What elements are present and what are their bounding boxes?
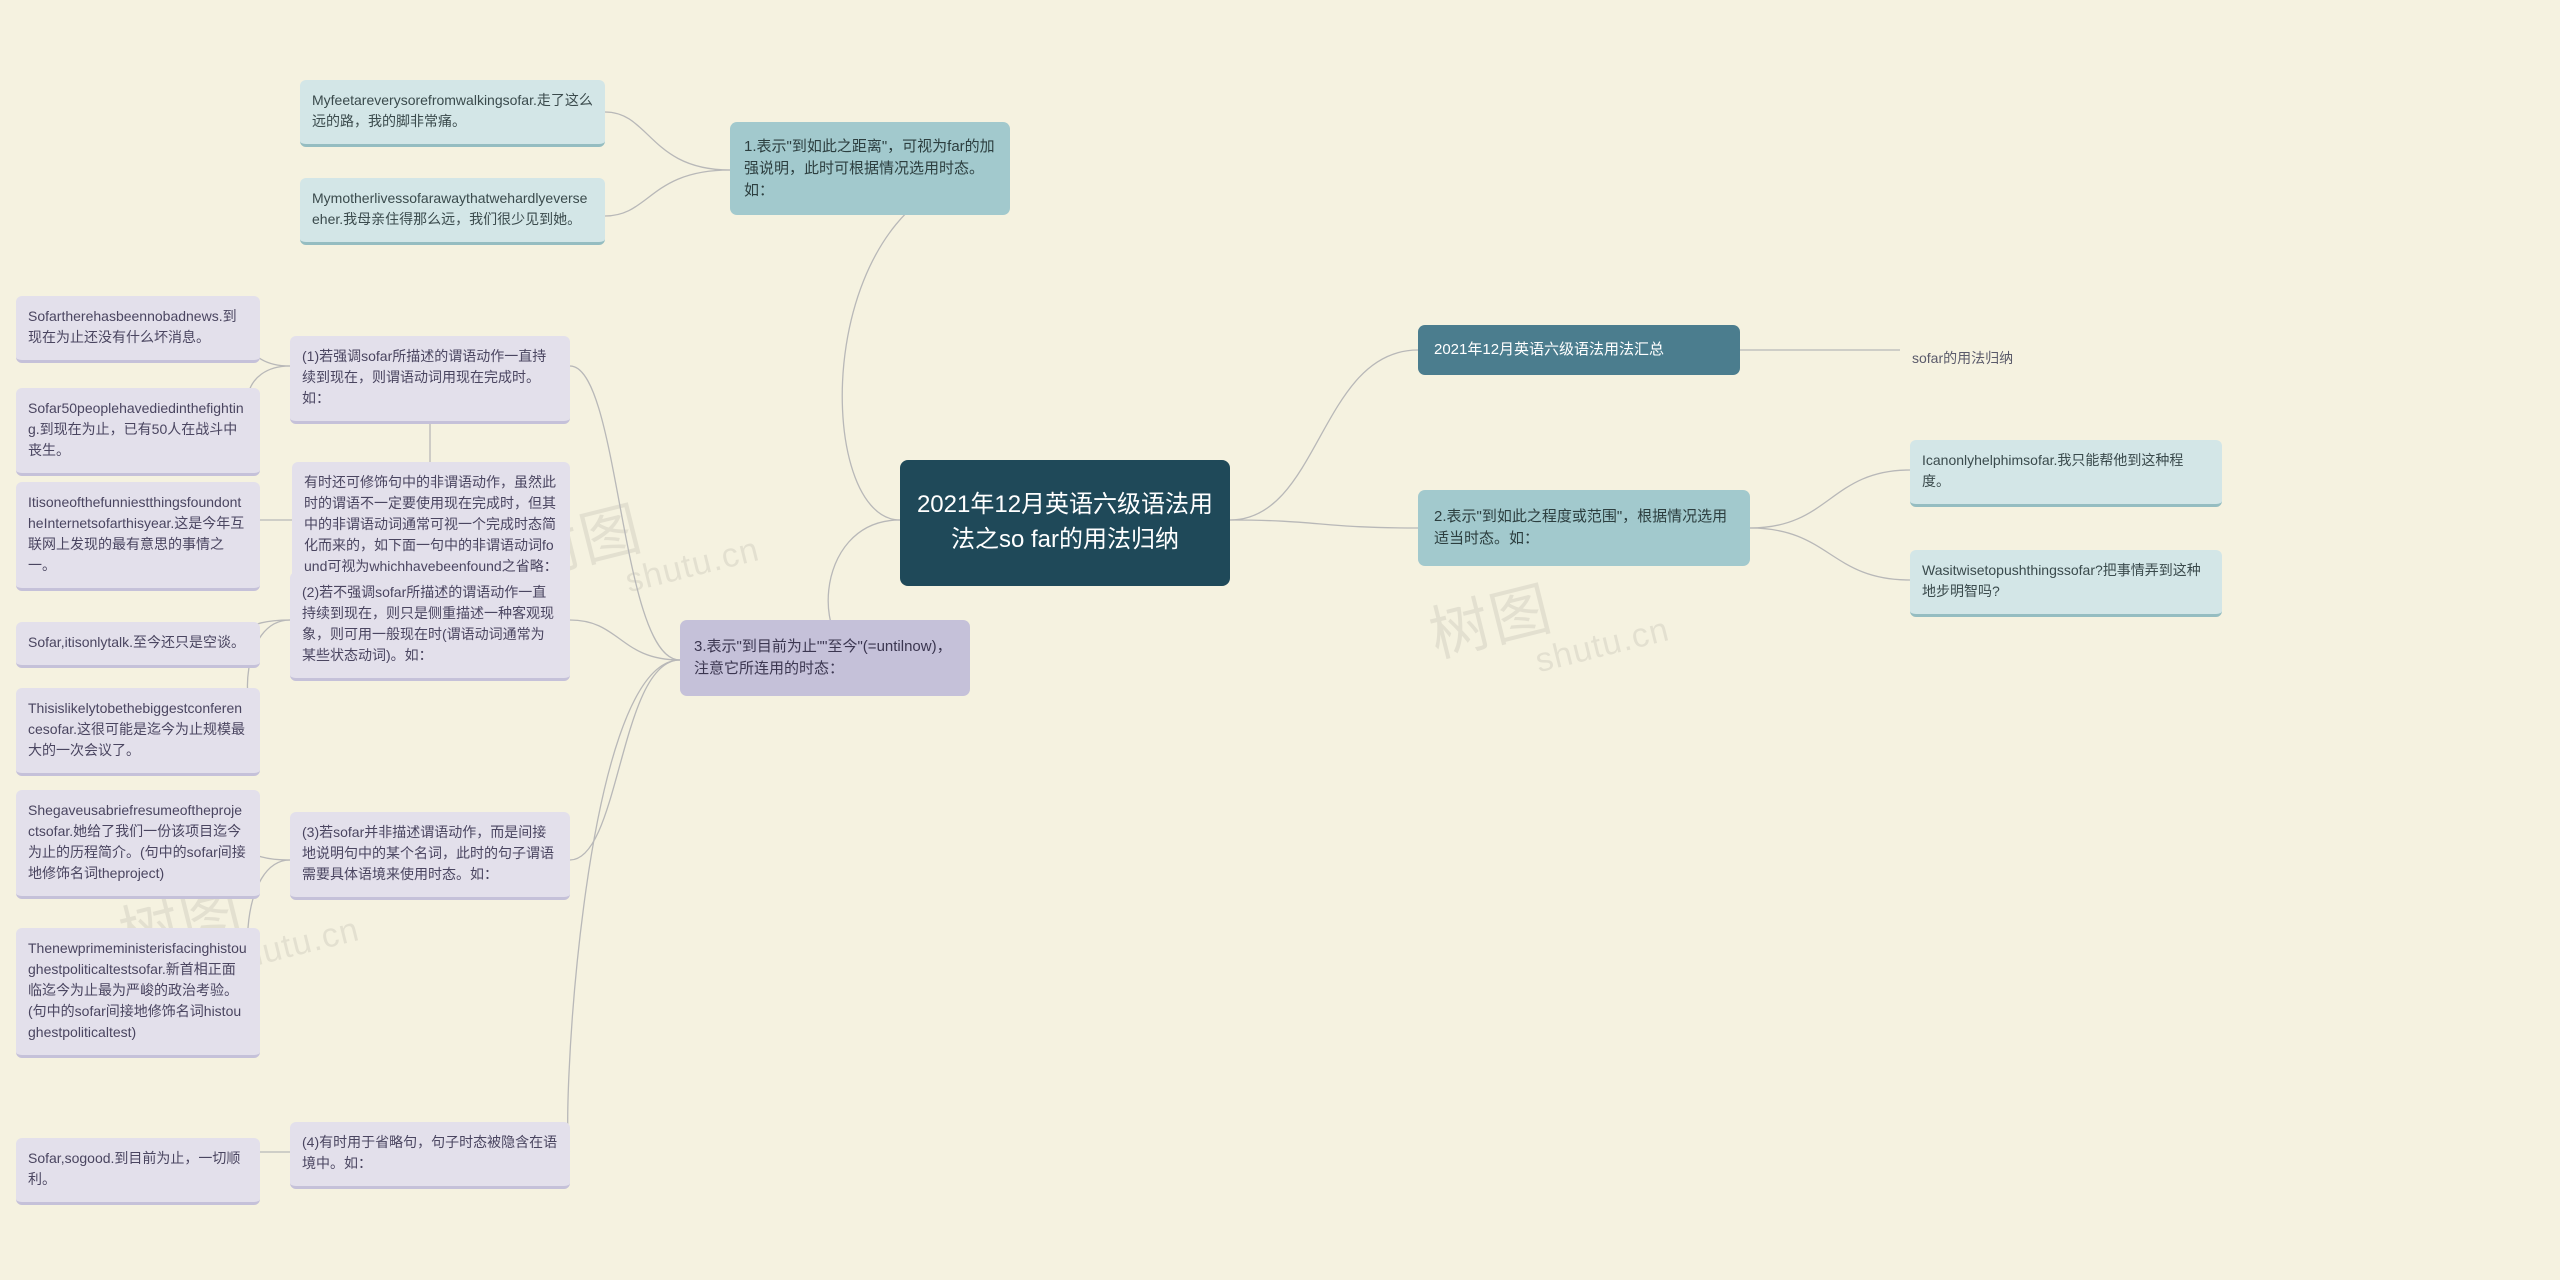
leaf-g2-ex2: Thisislikelytobethebiggestconferencesofa… bbox=[16, 688, 260, 776]
leaf-sec2-ex1: Icanonlyhelphimsofar.我只能帮他到这种程度。 bbox=[1910, 440, 2222, 507]
mindmap-canvas: 树图shutu.cn 树图shutu.cn 树图shutu.cn bbox=[0, 0, 2560, 1280]
node-g3: (3)若sofar并非描述谓语动作，而是间接地说明句中的某个名词，此时的句子谓语… bbox=[290, 812, 570, 900]
branch-label: 2.表示"到如此之程度或范围"，根据情况选用适当时态。如： bbox=[1434, 506, 1734, 550]
root-title: 2021年12月英语六级语法用法之so far的用法归纳 bbox=[916, 488, 1214, 558]
root-node: 2021年12月英语六级语法用法之so far的用法归纳 bbox=[900, 460, 1230, 586]
leaf-text: Shegaveusabriefresumeoftheprojectsofar.她… bbox=[28, 802, 246, 881]
leaf-g1-note-ex: ItisoneofthefunniestthingsfoundontheInte… bbox=[16, 482, 260, 591]
leaf-text: Icanonlyhelphimsofar.我只能帮他到这种程度。 bbox=[1922, 452, 2183, 489]
branch-label: 1.表示"到如此之距离"，可视为far的加强说明，此时可根据情况选用时态。如： bbox=[744, 136, 996, 201]
leaf-g2-ex1: Sofar,itisonlytalk.至今还只是空谈。 bbox=[16, 622, 260, 668]
leaf-text: (1)若强调sofar所描述的谓语动作一直持续到现在，则谓语动词用现在完成时。如… bbox=[302, 348, 546, 406]
leaf-g3-ex2: Thenewprimeministerisfacinghistoughestpo… bbox=[16, 928, 260, 1058]
leaf-text: Sofar50peoplehavediedinthefighting.到现在为止… bbox=[28, 400, 244, 458]
branch-sec3: 3.表示"到目前为止""至今"(=untilnow)，注意它所连用的时态： bbox=[680, 620, 970, 696]
leaf-sec2-ex2: Wasitwisetopushthingssofar?把事情弄到这种地步明智吗? bbox=[1910, 550, 2222, 617]
branch-label: 2021年12月英语六级语法用法汇总 bbox=[1434, 339, 1664, 361]
node-g2: (2)若不强调sofar所描述的谓语动作一直持续到现在，则只是侧重描述一种客观现… bbox=[290, 572, 570, 681]
leaf-text: Sofar,itisonlytalk.至今还只是空谈。 bbox=[28, 634, 245, 650]
branch-label: 3.表示"到目前为止""至今"(=untilnow)，注意它所连用的时态： bbox=[694, 636, 956, 680]
leaf-g1-ex1: Sofartherehasbeennobadnews.到现在为止还没有什么坏消息… bbox=[16, 296, 260, 363]
leaf-text: ItisoneofthefunniestthingsfoundontheInte… bbox=[28, 494, 244, 573]
node-g1: (1)若强调sofar所描述的谓语动作一直持续到现在，则谓语动词用现在完成时。如… bbox=[290, 336, 570, 424]
leaf-text: Thenewprimeministerisfacinghistoughestpo… bbox=[28, 940, 247, 1040]
leaf-text: Wasitwisetopushthingssofar?把事情弄到这种地步明智吗? bbox=[1922, 562, 2201, 599]
leaf-text: sofar的用法归纳 bbox=[1912, 350, 2013, 366]
leaf-text: (2)若不强调sofar所描述的谓语动作一直持续到现在，则只是侧重描述一种客观现… bbox=[302, 584, 554, 663]
node-g4: (4)有时用于省略句，句子时态被隐含在语境中。如： bbox=[290, 1122, 570, 1189]
leaf-text: Myfeetareverysorefromwalkingsofar.走了这么远的… bbox=[312, 92, 593, 129]
leaf-sec1-ex2: Mymotherlivessofarawaythatwehardlyeverse… bbox=[300, 178, 605, 245]
leaf-text: Mymotherlivessofarawaythatwehardlyeverse… bbox=[312, 190, 587, 227]
leaf-text: 有时还可修饰句中的非谓语动作，虽然此时的谓语不一定要使用现在完成时，但其中的非谓… bbox=[304, 474, 558, 574]
branch-summary: 2021年12月英语六级语法用法汇总 bbox=[1418, 325, 1740, 375]
leaf-text: Sofar,sogood.到目前为止，一切顺利。 bbox=[28, 1150, 240, 1187]
leaf-text: Sofartherehasbeennobadnews.到现在为止还没有什么坏消息… bbox=[28, 308, 237, 345]
leaf-g3-ex1: Shegaveusabriefresumeoftheprojectsofar.她… bbox=[16, 790, 260, 899]
branch-sec1: 1.表示"到如此之距离"，可视为far的加强说明，此时可根据情况选用时态。如： bbox=[730, 122, 1010, 215]
leaf-g1-ex2: Sofar50peoplehavediedinthefighting.到现在为止… bbox=[16, 388, 260, 476]
branch-sec2: 2.表示"到如此之程度或范围"，根据情况选用适当时态。如： bbox=[1418, 490, 1750, 566]
leaf-g4-ex: Sofar,sogood.到目前为止，一切顺利。 bbox=[16, 1138, 260, 1205]
leaf-sec1-ex1: Myfeetareverysorefromwalkingsofar.走了这么远的… bbox=[300, 80, 605, 147]
leaf-text: (4)有时用于省略句，句子时态被隐含在语境中。如： bbox=[302, 1134, 557, 1171]
leaf-text: Thisislikelytobethebiggestconferencesofa… bbox=[28, 700, 245, 758]
leaf-summary-child: sofar的用法归纳 bbox=[1900, 338, 2080, 381]
leaf-text: (3)若sofar并非描述谓语动作，而是间接地说明句中的某个名词，此时的句子谓语… bbox=[302, 824, 554, 882]
